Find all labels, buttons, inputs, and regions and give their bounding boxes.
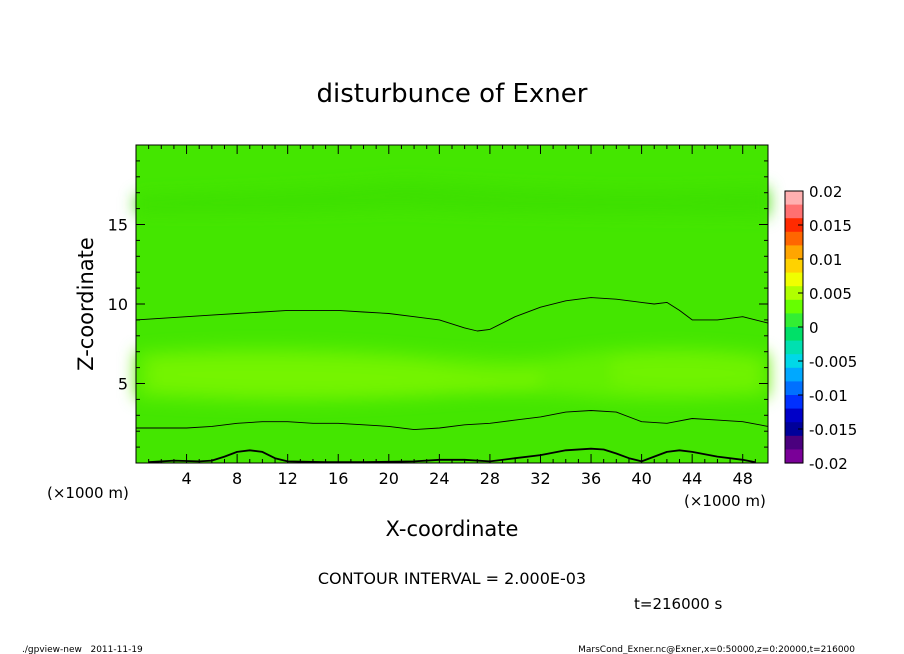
colorbar-label: -0.02: [809, 455, 848, 473]
x-tick-label: 28: [480, 469, 500, 488]
x-tick-label: 4: [181, 469, 191, 488]
x-tick-label: 40: [631, 469, 651, 488]
colorbar-swatch: [785, 245, 803, 260]
contour-line: [135, 297, 769, 332]
colorbar-label: -0.005: [809, 353, 857, 371]
colorbar-swatch: [785, 435, 803, 450]
colorbar-swatch: [785, 299, 803, 314]
colorbar-label: 0.01: [809, 251, 842, 269]
colorbar-swatch: [785, 381, 803, 396]
x-axis-label: X-coordinate: [386, 517, 519, 541]
chart-title: disturbunce of Exner: [317, 79, 588, 109]
colorbar-swatch: [785, 191, 803, 206]
field-shading: [136, 182, 768, 403]
x-tick-label: 32: [530, 469, 550, 488]
colorbar-swatch: [785, 327, 803, 342]
y-tick-label: 5: [118, 375, 128, 394]
x-tick-label: 36: [581, 469, 601, 488]
x-tick-label: 20: [379, 469, 399, 488]
colorbar-swatch: [785, 259, 803, 274]
colorbar-label: 0.02: [809, 183, 842, 201]
x-tick-label: 44: [682, 469, 702, 488]
x-tick-label: 16: [328, 469, 348, 488]
colorbar-swatch: [785, 286, 803, 301]
field-blob-right: [612, 355, 760, 391]
colorbar-swatch: [785, 272, 803, 287]
colorbar-swatch: [785, 408, 803, 423]
colorbar-swatch: [785, 204, 803, 219]
colorbar-swatch: [785, 422, 803, 437]
x-unit-label: (×1000 m): [684, 492, 766, 510]
colorbar-swatch: [785, 231, 803, 246]
x-tick-label: 24: [429, 469, 449, 488]
y-tick-label: 10: [108, 295, 128, 314]
colorbar-swatch: [785, 313, 803, 328]
field-band-darker-top: [136, 182, 768, 216]
colorbar-label: -0.015: [809, 421, 857, 439]
colorbar-label: 0.005: [809, 285, 852, 303]
footer-left: ./gpview-new 2011-11-19: [22, 645, 143, 654]
footer-right: MarsCond_Exner.nc@Exner,x=0:50000,z=0:20…: [578, 645, 855, 654]
colorbar: 0.02 0.015 0.01 0.005 0 -0.005 -0.01 -0.015 -0.0…: [784, 183, 857, 473]
colorbar-swatch: [785, 354, 803, 369]
y-tick-label: 15: [108, 216, 128, 235]
x-axis: 4 8 12 16 20 24 28 32 36 40 44 48: [148, 145, 756, 488]
colorbar-swatch: [785, 395, 803, 410]
contour-interval-annotation: CONTOUR INTERVAL = 2.000E-03: [318, 569, 586, 588]
y-axis-label: Z-coordinate: [74, 237, 98, 371]
colorbar-label: -0.01: [809, 387, 848, 405]
y-axis: 5 10 15: [108, 160, 768, 448]
colorbar-label: 0.015: [809, 217, 852, 235]
colorbar-swatch: [785, 218, 803, 233]
x-tick-label: 8: [232, 469, 242, 488]
time-label: t=216000 s: [634, 595, 722, 613]
field-band-lightest: [150, 357, 540, 395]
colorbar-swatch: [785, 340, 803, 355]
contour-line: [136, 410, 769, 431]
colorbar-label: 0: [809, 319, 819, 337]
plot-area: [135, 144, 769, 464]
x-tick-label: 12: [278, 469, 298, 488]
x-tick-label: 48: [733, 469, 753, 488]
y-unit-label: (×1000 m): [47, 484, 129, 502]
colorbar-swatch: [785, 367, 803, 382]
colorbar-swatch: [785, 449, 803, 464]
